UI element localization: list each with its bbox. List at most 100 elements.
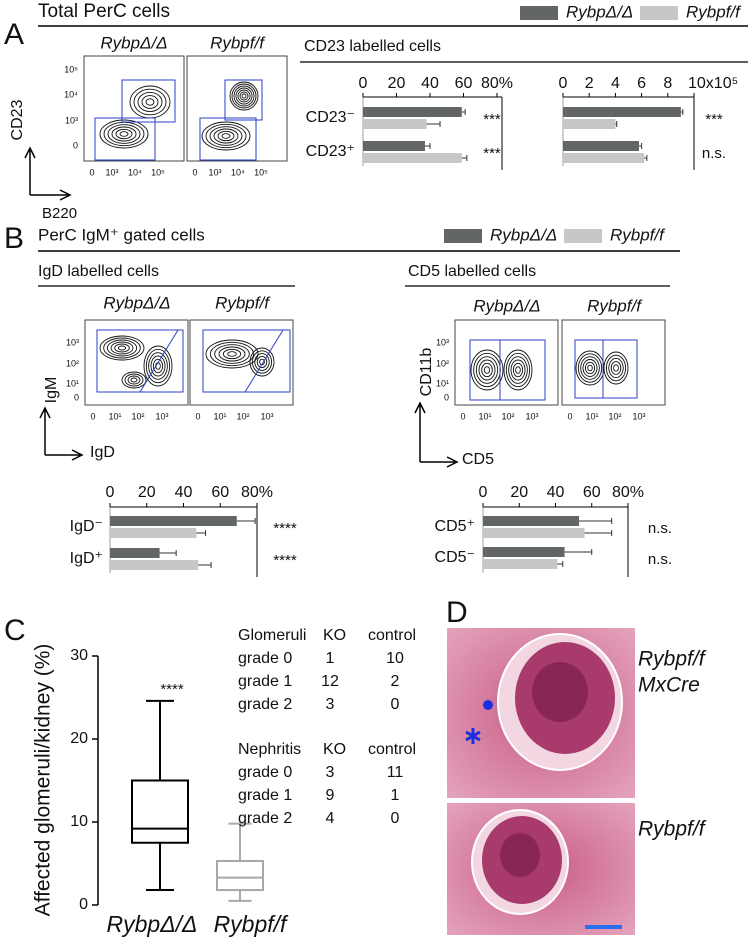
- table-cell: 1: [391, 787, 400, 804]
- flow-tick-label: 10³: [155, 411, 168, 421]
- flow-tick-label: 0: [460, 411, 465, 421]
- contour: [218, 346, 246, 362]
- bar: [563, 153, 645, 163]
- panel-title: PerC IgM⁺ gated cells: [38, 225, 205, 244]
- flow-tick-label: 10⁴: [64, 89, 78, 99]
- contour: [584, 361, 596, 375]
- error-bar: [638, 143, 643, 149]
- x-tick-label: 40: [547, 484, 565, 501]
- table-cell: 3: [326, 764, 335, 781]
- contour: [613, 364, 619, 372]
- table-cell: 12: [321, 673, 339, 690]
- flow-tick-label: 10⁵: [64, 64, 78, 74]
- contour: [483, 366, 491, 374]
- flow-tick-label: 10²: [501, 411, 514, 421]
- gate: [469, 339, 546, 401]
- contour: [205, 123, 247, 149]
- table-header: control: [368, 627, 416, 644]
- legend-swatch: [640, 6, 678, 20]
- contour: [508, 356, 528, 384]
- flow-tick-label: 0: [444, 392, 449, 402]
- panel-label: C: [4, 614, 26, 647]
- table-header: Nephritis: [238, 741, 301, 758]
- table-cell: 10: [386, 650, 404, 667]
- bar: [563, 141, 639, 151]
- contour: [201, 121, 251, 151]
- marker-dot: [483, 700, 493, 710]
- flow-axis-label: CD11b: [418, 348, 435, 397]
- gate: [199, 117, 257, 161]
- bar: [483, 528, 585, 538]
- contour: [119, 131, 129, 137]
- histology-image: [447, 628, 635, 935]
- contour: [237, 89, 251, 103]
- y-tick-label: 0: [79, 896, 88, 913]
- contour: [229, 81, 259, 111]
- flow-tick-label: 0: [89, 167, 94, 177]
- contour: [478, 359, 496, 381]
- flow-axis-label: IgM: [43, 377, 60, 404]
- contour: [475, 356, 499, 384]
- error-bar: [236, 518, 256, 524]
- x-tick-label: 0: [359, 75, 368, 92]
- flow-plot-frame: [83, 55, 185, 162]
- bar: [363, 141, 425, 151]
- flow-tick-label: 10²: [66, 358, 79, 368]
- contour: [510, 359, 526, 381]
- contour: [503, 349, 533, 391]
- panel-title: Total PerC cells: [38, 1, 170, 22]
- subtitle: CD5 labelled cells: [408, 263, 536, 280]
- flow-tick-label: 10³: [436, 337, 449, 347]
- x-tick-label: 40: [421, 75, 439, 92]
- table-cell: grade 0: [238, 650, 292, 667]
- bar: [110, 516, 237, 526]
- flow-tick-label: 10²: [436, 358, 449, 368]
- bar: [363, 153, 462, 163]
- x-tick-label: 60: [455, 75, 473, 92]
- error-bar: [615, 121, 618, 127]
- contour: [505, 352, 531, 388]
- contour: [130, 377, 138, 383]
- bar: [110, 548, 160, 558]
- contour: [582, 359, 598, 377]
- legend-label: RybpΔ/Δ: [566, 2, 633, 21]
- panel-label: D: [446, 596, 468, 629]
- legend-label: RybpΔ/Δ: [490, 225, 557, 244]
- contour: [115, 128, 133, 140]
- bar: [110, 560, 199, 570]
- table-cell: 11: [387, 764, 404, 781]
- bar: [483, 559, 558, 569]
- image-label: MxCre: [638, 674, 700, 697]
- error-bar: [159, 550, 177, 556]
- contour: [150, 355, 166, 377]
- error-bar: [198, 562, 212, 568]
- table-cell: grade 2: [238, 696, 292, 713]
- bar: [483, 516, 580, 526]
- contour: [127, 375, 141, 385]
- contour: [124, 373, 144, 387]
- x-tick-label: 80%: [481, 75, 513, 92]
- table-header: Glomeruli: [238, 627, 306, 644]
- contour: [251, 350, 273, 374]
- flow-tick-label: 0: [195, 411, 200, 421]
- flow-plot-frame: [84, 319, 189, 406]
- contour: [121, 371, 147, 389]
- glomerulus: [500, 833, 540, 877]
- contour: [103, 337, 141, 359]
- significance: ***: [483, 145, 501, 162]
- error-bar: [461, 155, 468, 161]
- contour: [143, 345, 173, 387]
- x-tick-label: RybpΔ/Δ: [107, 911, 198, 937]
- contour: [580, 356, 600, 380]
- category-label: CD23⁺: [306, 143, 355, 160]
- y-tick-label: 30: [70, 647, 88, 664]
- image-label: Rybpf/f: [638, 818, 707, 841]
- flow-tick-label: 10¹: [213, 411, 226, 421]
- significance: ***: [483, 111, 501, 128]
- contour: [222, 348, 242, 360]
- contour: [241, 93, 247, 99]
- table-header: KO: [323, 627, 346, 644]
- contour: [205, 339, 259, 369]
- contour: [577, 353, 603, 383]
- x-tick-label: 4: [611, 75, 620, 92]
